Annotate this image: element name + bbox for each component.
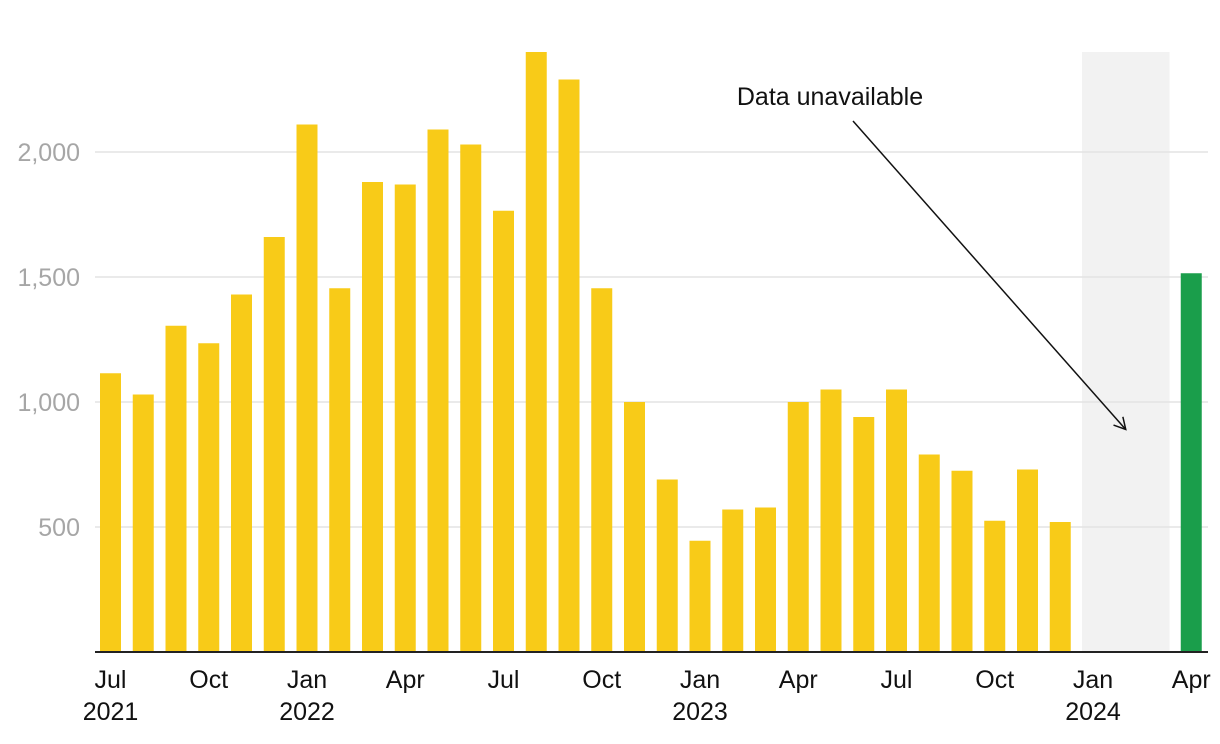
bar-2023-07	[886, 389, 907, 652]
y-tick-label: 1,500	[17, 264, 80, 292]
y-tick-label: 500	[38, 514, 80, 542]
bar-2022-11	[624, 402, 645, 652]
bar-2023-06	[853, 417, 875, 652]
bar-2022-08	[525, 52, 547, 652]
bar-2022-02	[329, 288, 351, 652]
bar-2021-09	[165, 325, 187, 652]
x-tick-label-month: Jan	[287, 666, 327, 694]
bar-2022-03	[362, 182, 383, 652]
bar-2024-04	[1180, 273, 1202, 652]
bar-2021-08	[132, 394, 154, 652]
bar-2023-03	[755, 507, 776, 652]
bar-2021-10	[198, 343, 220, 652]
bar-2022-01	[296, 124, 318, 652]
bar-2023-05	[820, 389, 842, 652]
x-tick-label-month: Apr	[779, 666, 818, 694]
x-tick-label-month: Jan	[680, 666, 720, 694]
x-tick-label-year: 2024	[1065, 698, 1121, 726]
data-unavailable-region	[1082, 52, 1170, 652]
bar-2022-07	[493, 210, 514, 652]
x-tick-label-year: 2023	[672, 698, 728, 726]
x-tick-label-year: 2021	[83, 698, 139, 726]
x-tick-label-month: Jul	[881, 666, 913, 694]
bar-2023-04	[787, 402, 809, 652]
bar-2021-12	[263, 237, 285, 652]
bar-2023-09	[951, 470, 973, 652]
x-tick-label-year: 2022	[279, 698, 335, 726]
bar-2022-12	[656, 479, 678, 652]
x-tick-label-month: Jul	[488, 666, 520, 694]
annotation-arrow-line	[852, 120, 1127, 430]
bar-2022-04	[394, 184, 416, 652]
bar-2022-06	[460, 144, 482, 652]
x-tick-label-month: Apr	[386, 666, 425, 694]
x-tick-label-month: Apr	[1172, 666, 1211, 694]
x-tick-label-month: Oct	[189, 666, 228, 694]
bar-2022-10	[591, 288, 613, 652]
x-tick-label-month: Oct	[582, 666, 621, 694]
annotation-arrow-head	[1113, 416, 1127, 431]
y-tick-label: 1,000	[17, 389, 80, 417]
annotation-label: Data unavailable	[737, 83, 923, 111]
x-tick-label-month: Oct	[975, 666, 1014, 694]
bar-2021-07	[100, 373, 121, 652]
bar-2023-11	[1017, 469, 1038, 652]
bar-2023-08	[918, 454, 940, 652]
bar-2023-12	[1049, 522, 1071, 652]
x-tick-label-month: Jul	[95, 666, 127, 694]
bar-2022-05	[427, 129, 449, 652]
bar-2022-09	[558, 79, 580, 652]
bar-2023-10	[984, 520, 1006, 652]
bar-2023-01	[689, 540, 711, 652]
bar-2021-11	[231, 294, 252, 652]
x-tick-label-month: Jan	[1073, 666, 1113, 694]
bar-2023-02	[722, 509, 744, 652]
y-tick-label: 2,000	[17, 139, 80, 167]
